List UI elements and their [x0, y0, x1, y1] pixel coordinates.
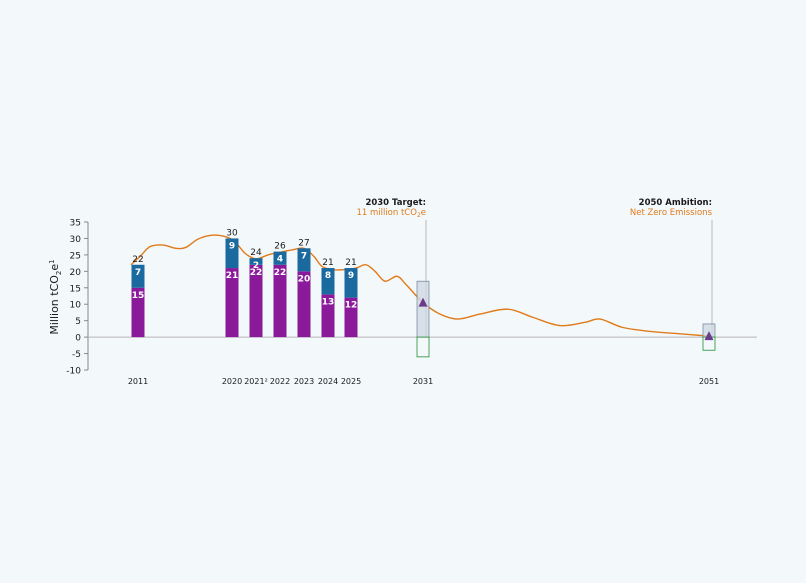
bar-top-segment	[344, 268, 358, 298]
annotation-subtitle: Net Zero Emissions	[630, 208, 713, 218]
bar-bottom-segment	[297, 271, 311, 338]
x-tick-label: 2011	[128, 377, 148, 386]
y-tick-label: -5	[72, 350, 81, 360]
bar-top-segment	[131, 264, 145, 288]
bar-top-label: 9	[229, 241, 235, 251]
annotation-title: 2050 Ambition:	[639, 198, 712, 208]
target-marker	[418, 297, 428, 307]
annotation-title: 2030 Target:	[365, 198, 426, 208]
y-axis-label: Million tCO2e1	[48, 259, 63, 334]
y-tick-label: 35	[70, 219, 81, 229]
bar-bottom-label: 21	[226, 271, 239, 281]
y-tick-label: 20	[70, 268, 82, 278]
y-tick-label: 5	[75, 317, 81, 327]
trend-curve-layer	[130, 234, 710, 337]
bar-top-segment	[297, 248, 311, 272]
labels-layer: 157222193022224224262072713821129212030 …	[132, 198, 713, 311]
target-ranges-layer	[416, 220, 716, 358]
bar-top-label: 4	[277, 255, 283, 265]
bar-top-segment	[225, 238, 239, 269]
bar-top-segment	[273, 251, 287, 265]
target-range-box	[416, 280, 430, 338]
bar-top-segment	[321, 268, 335, 295]
x-tick-label: 2051	[699, 377, 719, 386]
bar-bottom-segment	[273, 264, 287, 338]
y-tick-label: 0	[75, 334, 81, 344]
bar-total-label: 24	[250, 248, 262, 258]
bar-top-segment	[249, 258, 263, 265]
bar-top-label: 2	[253, 261, 259, 271]
y-tick-label: -10	[66, 367, 81, 377]
x-tick-label: 2025	[341, 377, 361, 386]
bar-top-label: 7	[301, 251, 307, 261]
bar-bottom-label: 20	[298, 274, 311, 284]
bar-bottom-segment	[321, 294, 335, 338]
bar-bottom-segment	[344, 297, 358, 338]
removals-range-box	[416, 336, 430, 358]
y-tick-label: 15	[70, 284, 81, 294]
bar-bottom-label: 12	[345, 301, 358, 311]
y-tick-label: 10	[70, 301, 82, 311]
x-tick-label: 2031	[413, 377, 433, 386]
bar-bottom-label: 22	[250, 268, 263, 278]
y-tick-label: 25	[70, 251, 81, 261]
bar-top-label: 7	[135, 268, 141, 278]
bar-total-label: 21	[322, 258, 333, 268]
y-tick-label: 30	[70, 235, 82, 245]
bar-total-label: 27	[298, 238, 309, 248]
bar-bottom-label: 13	[322, 297, 335, 307]
bar-bottom-label: 22	[274, 268, 287, 278]
bar-top-label: 9	[348, 271, 354, 281]
x-tick-label: 2020	[222, 377, 242, 386]
bar-total-label: 22	[132, 255, 143, 265]
x-tick-label: 2023	[294, 377, 314, 386]
x-tick-label: 2024	[318, 377, 338, 386]
bar-top-label: 8	[325, 271, 331, 281]
annotation-subtitle: 11 million tCO2e	[356, 208, 426, 219]
bar-bottom-segment	[249, 264, 263, 338]
trend-curve	[130, 234, 710, 337]
bars-layer	[131, 238, 358, 338]
bar-bottom-segment	[225, 268, 239, 338]
x-tick-label: 2022	[270, 377, 290, 386]
bar-total-label: 21	[345, 258, 356, 268]
target-marker	[704, 331, 714, 341]
bar-total-label: 30	[226, 228, 238, 238]
x-tick-label: 2021²	[244, 377, 268, 386]
bar-total-label: 26	[274, 242, 286, 252]
bar-bottom-segment	[131, 287, 145, 338]
bar-bottom-label: 15	[132, 291, 145, 301]
